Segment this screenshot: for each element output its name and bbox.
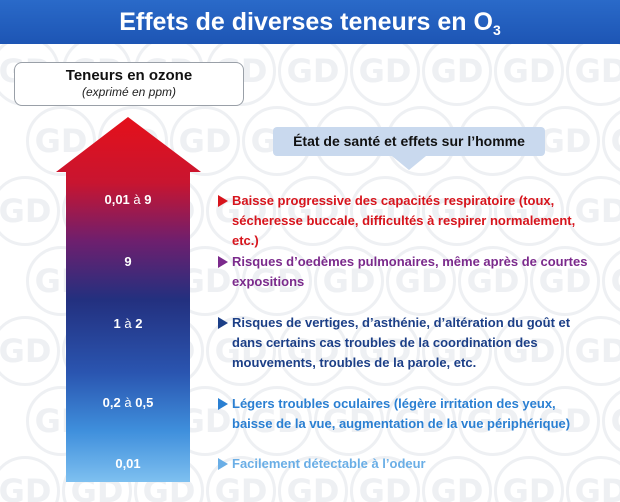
effect-text: Facilement détectable à l’odeur	[232, 456, 426, 471]
level-from: 0,01	[104, 192, 130, 207]
legend-box: Teneurs en ozone (exprimé en ppm)	[14, 62, 244, 106]
level-from: 0,2	[102, 395, 121, 410]
effect-2: Risques d’oedèmes pulmonaires, même aprè…	[216, 252, 588, 292]
level-separator: à	[124, 395, 132, 410]
health-header-pointer-icon	[392, 156, 426, 170]
level-from: 9	[124, 254, 132, 269]
level-from: 1	[113, 316, 121, 331]
health-effects-header: État de santé et effets sur l’homme	[273, 127, 545, 156]
level-separator: à	[124, 316, 132, 331]
arrow-shape	[56, 117, 201, 482]
bullet-triangle-icon	[218, 398, 228, 410]
effect-3: Risques de vertiges, d’asthénie, d’altér…	[216, 313, 588, 373]
effect-5: Facilement détectable à l’odeur	[216, 454, 588, 474]
level-from: 0,01	[115, 456, 141, 471]
level-3: 1 à 2	[66, 316, 190, 331]
legend-title: Teneurs en ozone	[65, 67, 193, 84]
legend-subtitle: (exprimé en ppm)	[81, 85, 177, 99]
title-banner: Effets de diverses teneurs en O3	[0, 0, 620, 44]
effect-text: Baisse progressive des capacités respira…	[232, 193, 576, 248]
title-subscript: 3	[492, 22, 501, 38]
effect-text: Risques de vertiges, d’asthénie, d’altér…	[232, 315, 571, 370]
level-2: 9	[66, 254, 190, 269]
effect-4: Légers troubles oculaires (légère irrita…	[216, 394, 588, 434]
bullet-triangle-icon	[218, 256, 228, 268]
level-1: 0,01 à 9	[66, 192, 190, 207]
bullet-triangle-icon	[218, 458, 228, 470]
level-to: 0,5	[135, 395, 154, 410]
level-to: 2	[135, 316, 143, 331]
level-4: 0,2 à 0,5	[66, 395, 190, 410]
level-separator: à	[133, 192, 141, 207]
effect-1: Baisse progressive des capacités respira…	[216, 191, 588, 251]
page-title: Effets de diverses teneurs en O	[119, 8, 493, 36]
level-5: 0,01	[66, 456, 190, 471]
effect-text: Légers troubles oculaires (légère irrita…	[232, 396, 571, 431]
bullet-triangle-icon	[218, 317, 228, 329]
bullet-triangle-icon	[218, 195, 228, 207]
effect-text: Risques d’oedèmes pulmonaires, même aprè…	[232, 254, 588, 289]
level-to: 9	[144, 192, 152, 207]
